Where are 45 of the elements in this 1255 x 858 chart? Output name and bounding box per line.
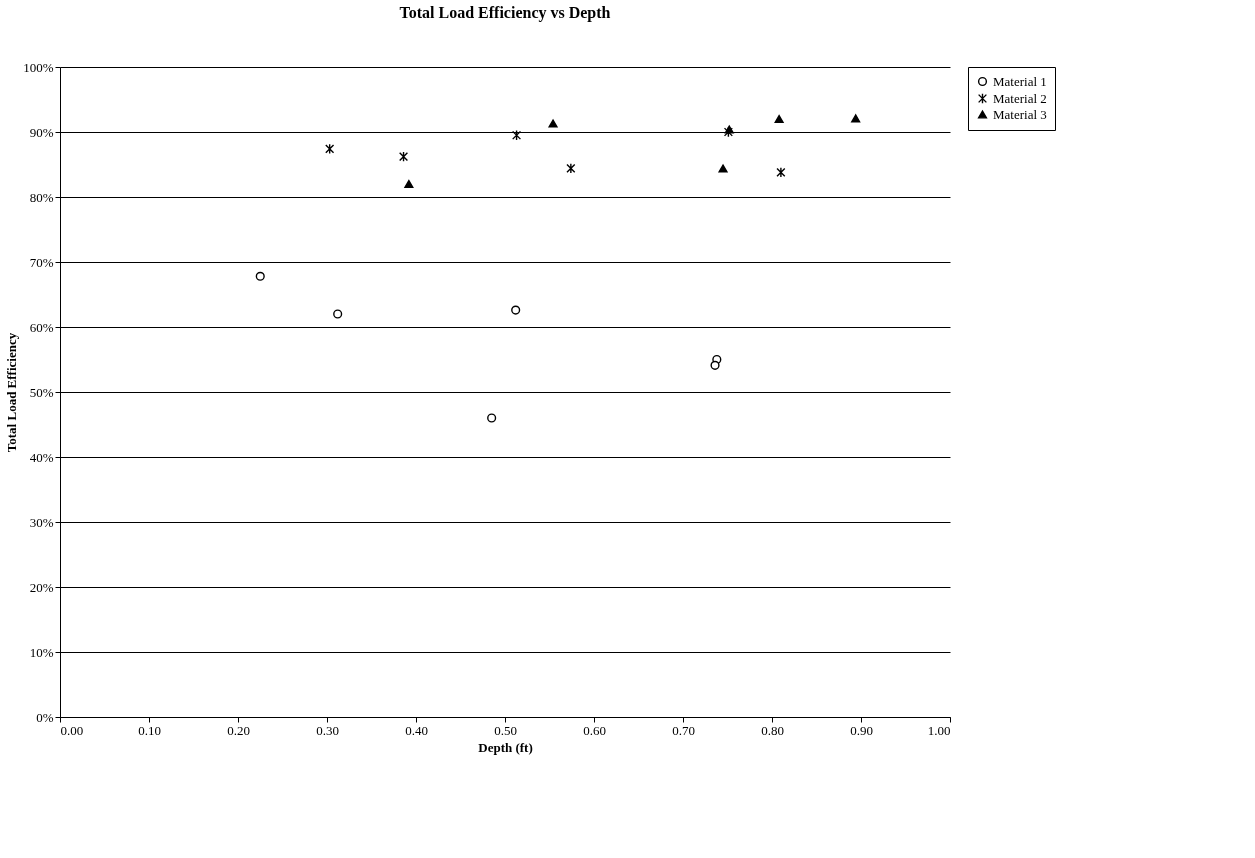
point xyxy=(774,114,784,124)
y-tick-label: 50% xyxy=(29,384,54,400)
legend-label: Material 1 xyxy=(993,73,1047,89)
chart-title: Total Load Efficiency vs Depth xyxy=(399,4,611,22)
y-tick-label: 0% xyxy=(36,709,54,725)
x-tick-label: 0.40 xyxy=(405,722,428,738)
x-tick-label: 0.10 xyxy=(138,722,161,738)
point xyxy=(398,151,409,163)
x-tick-label: 0.50 xyxy=(494,722,517,738)
y-tick-label: 40% xyxy=(29,449,54,465)
y-axis-title: Total Load Efficiency xyxy=(4,332,20,453)
x-tick-label: 0.90 xyxy=(850,722,873,738)
point xyxy=(255,271,265,281)
x-tick-label: 0.80 xyxy=(761,722,784,738)
point xyxy=(776,166,786,178)
point xyxy=(511,305,521,315)
y-tick-label: 20% xyxy=(29,579,54,595)
y-tick-label: 80% xyxy=(29,189,54,205)
y-tick-label: 90% xyxy=(29,124,54,140)
x-tick-label: 0.60 xyxy=(583,722,606,738)
x-tick-label: 0.00 xyxy=(60,722,84,738)
y-tick-label: 100% xyxy=(23,59,54,75)
point xyxy=(333,309,343,319)
x-tick-label: 1.00 xyxy=(927,722,951,738)
x-tick-label: 0.70 xyxy=(672,722,695,738)
point xyxy=(718,164,728,173)
point xyxy=(724,125,734,134)
x-tick-label: 0.20 xyxy=(227,722,250,738)
point xyxy=(851,114,861,123)
y-tick-label: 60% xyxy=(29,319,54,335)
point xyxy=(512,129,522,141)
point xyxy=(487,413,497,423)
x-axis-title: Depth (ft) xyxy=(478,739,533,755)
x-tick-label: 0.30 xyxy=(316,722,339,738)
y-tick-label: 10% xyxy=(29,644,54,660)
legend-label: Material 2 xyxy=(993,90,1047,106)
point xyxy=(404,179,414,189)
point xyxy=(548,119,558,128)
y-tick-label: 70% xyxy=(29,254,54,270)
point xyxy=(710,360,720,370)
y-tick-label: 30% xyxy=(29,514,54,530)
point xyxy=(566,163,576,174)
legend-label: Material 3 xyxy=(993,106,1047,122)
point xyxy=(723,126,733,138)
point xyxy=(325,143,335,155)
